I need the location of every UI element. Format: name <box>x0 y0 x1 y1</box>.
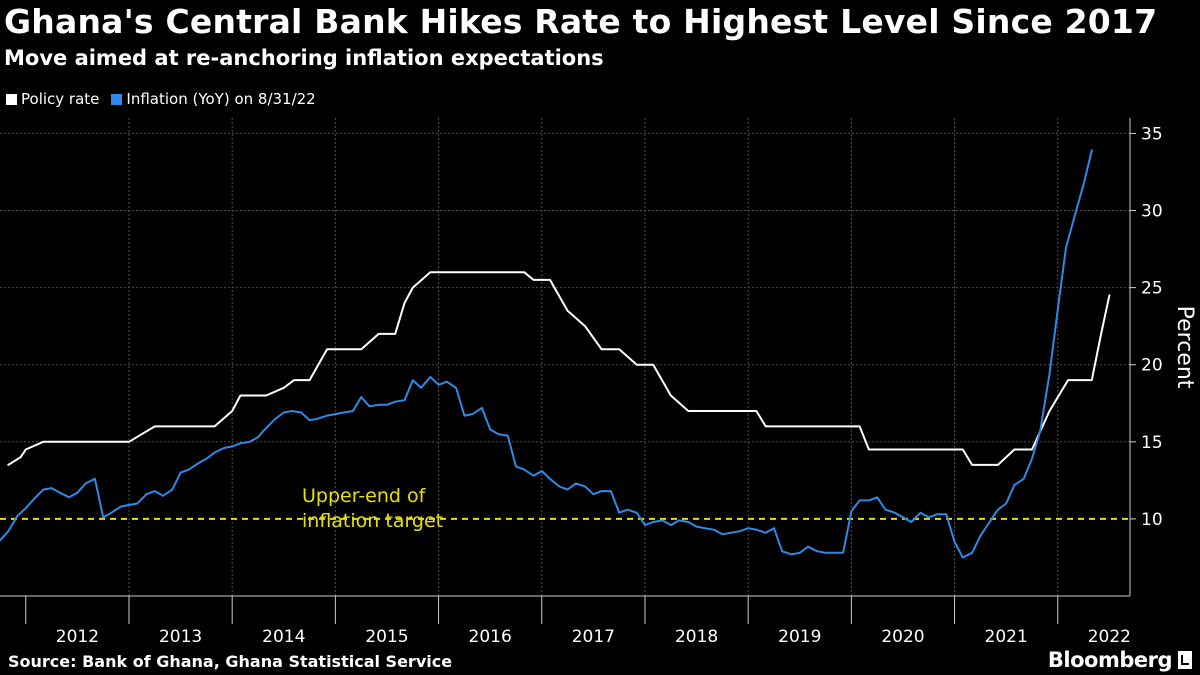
x-tick-label: 2022 <box>1088 627 1131 647</box>
target-label: Upper-end of <box>302 485 427 507</box>
axes <box>0 118 1136 624</box>
chart-subtitle: Move aimed at re-anchoring inflation exp… <box>4 46 604 70</box>
legend: Policy rate Inflation (YoY) on 8/31/22 <box>6 90 328 108</box>
legend-label-inflation: Inflation (YoY) on 8/31/22 <box>126 90 316 108</box>
labels: 10 15 20 25 30 35 Percent 2012 2013 2014 2015 2016 2… <box>56 124 1197 647</box>
legend-swatch-inflation <box>111 93 123 105</box>
legend-label-policy-rate: Policy rate <box>21 90 100 108</box>
x-tick-label: 2017 <box>572 627 615 647</box>
target-label: inflation target <box>302 510 443 532</box>
brand-name: Bloomberg <box>1047 648 1173 672</box>
y-tick-label: 25 <box>1141 279 1163 299</box>
policy-rate-line <box>7 271 1111 466</box>
y-tick-label: 10 <box>1141 510 1163 530</box>
source-note: Source: Bank of Ghana, Ghana Statistical… <box>8 652 453 671</box>
y-tick-label: 35 <box>1141 124 1163 144</box>
x-tick-label: 2012 <box>56 627 99 647</box>
chart-title: Ghana's Central Bank Hikes Rate to Highe… <box>4 2 1158 41</box>
y-tick-label: 20 <box>1141 356 1163 376</box>
x-tick-label: 2016 <box>469 627 512 647</box>
y-axis-title: Percent <box>1172 306 1197 389</box>
x-tick-label: 2021 <box>985 627 1028 647</box>
x-tick-label: 2018 <box>675 627 718 647</box>
bloomberg-logo: Bloomberg <box>1048 648 1192 672</box>
y-tick-label: 30 <box>1141 202 1163 222</box>
inflation-line <box>0 149 1093 559</box>
y-tick-label: 15 <box>1141 433 1163 453</box>
legend-swatch-policy-rate <box>6 93 17 105</box>
x-tick-label: 2013 <box>159 627 202 647</box>
x-tick-label: 2020 <box>881 627 924 647</box>
x-tick-label: 2019 <box>778 627 821 647</box>
x-tick-label: 2014 <box>262 627 305 647</box>
legend-item-inflation: Inflation (YoY) on 8/31/22 <box>111 90 316 108</box>
gridlines <box>0 118 1130 596</box>
legend-item-policy-rate: Policy rate <box>6 90 99 108</box>
x-tick-label: 2015 <box>365 627 408 647</box>
series <box>0 149 1111 559</box>
bloomberg-mark-icon <box>1178 651 1192 669</box>
